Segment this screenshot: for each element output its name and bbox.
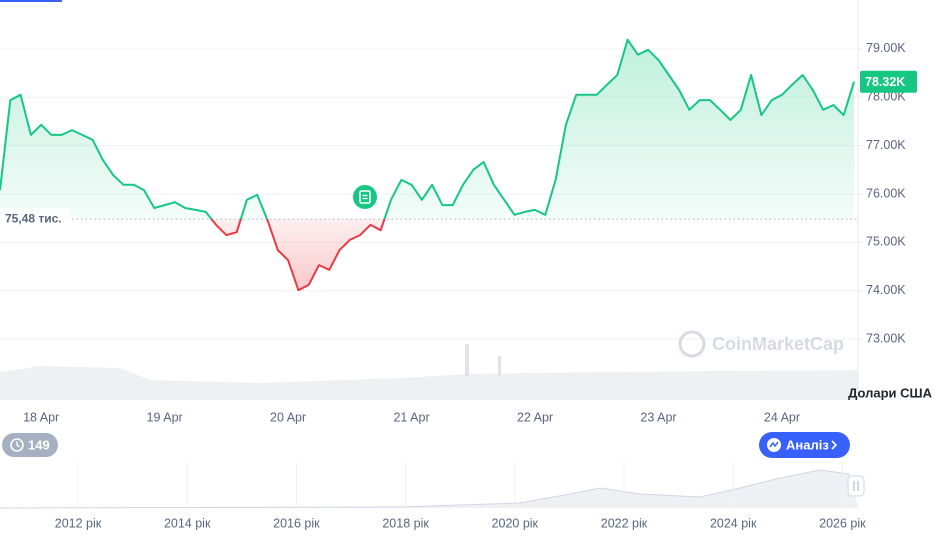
baseline-label-bg: [0, 208, 70, 229]
price-line: [0, 38, 855, 292]
x-tick-label: 24 Apr: [764, 410, 800, 424]
navigator: [0, 469, 865, 509]
y-tick-label: 75.00K: [866, 235, 906, 249]
y-tick-label: 77.00K: [866, 138, 906, 152]
x-tick-label: 21 Apr: [393, 410, 429, 424]
history-button[interactable]: 149: [2, 433, 58, 457]
navigator-label: 2022 рік: [601, 516, 648, 530]
y-tick-label: 78.00K: [866, 90, 906, 104]
baseline-label: 75,48 тис.: [5, 211, 62, 225]
volume-spike: [465, 344, 469, 376]
watermark: CoinMarketCap: [678, 330, 844, 358]
last-price-label: 78.32K: [865, 75, 905, 89]
top-indicator: [0, 0, 62, 2]
navigator-label: 2026 рік: [819, 516, 866, 530]
watermark-text: CoinMarketCap: [712, 334, 844, 354]
navigator-label: 2012 рік: [55, 516, 102, 530]
navigator-label: 2024 рік: [710, 516, 757, 530]
last-price-box: [860, 70, 917, 93]
volume-area: [0, 366, 858, 400]
y-tick-label: 74.00K: [866, 283, 906, 297]
x-tick-label: 19 Apr: [147, 410, 183, 424]
x-tick-label: 18 Apr: [23, 410, 59, 424]
y-tick-label: 76.00K: [866, 186, 906, 200]
y-axis-label: Долари США: [848, 385, 933, 400]
note-icon[interactable]: [353, 185, 377, 209]
navigator-label: 2020 рік: [492, 516, 539, 530]
analysis-button[interactable]: Аналіз: [759, 432, 850, 458]
x-tick-label: 20 Apr: [270, 410, 306, 424]
y-tick-label: 73.00K: [866, 331, 906, 345]
history-count: 149: [28, 437, 50, 452]
navigator-line: [0, 469, 851, 509]
navigator-label: 2018 рік: [382, 516, 429, 530]
analysis-label: Аналіз: [786, 437, 829, 452]
x-tick-label: 22 Apr: [517, 410, 553, 424]
area-fill: [0, 39, 854, 291]
y-tick-label: 79.00K: [866, 41, 906, 55]
navigator-handle[interactable]: [847, 475, 865, 497]
volume-spike: [498, 356, 501, 376]
navigator-label: 2016 рік: [273, 516, 320, 530]
navigator-area: [0, 470, 858, 508]
navigator-label: 2014 рік: [164, 516, 211, 530]
x-tick-label: 23 Apr: [640, 410, 676, 424]
